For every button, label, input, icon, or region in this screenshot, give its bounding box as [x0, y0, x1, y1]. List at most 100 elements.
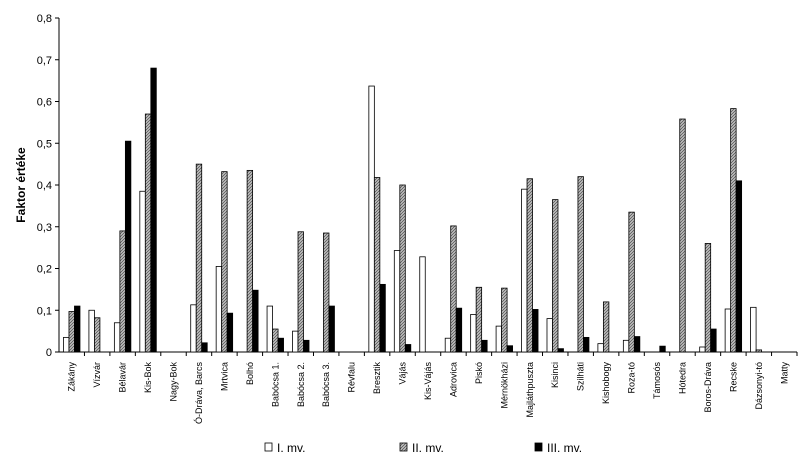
y-tick-label: 0,2 [37, 264, 52, 276]
x-tick-label: Hótedra [677, 362, 687, 394]
x-tick-label: Bresztik [372, 362, 382, 395]
bar-5-2 [201, 342, 208, 353]
bar-8-1 [272, 328, 279, 353]
x-tick-label: Adrovica [448, 362, 458, 397]
bar-1-1 [94, 317, 101, 353]
legend-swatch-1 [399, 442, 408, 452]
y-tick-label: 0 [46, 347, 52, 359]
legend-label-1: II. mv. [412, 441, 444, 455]
bar-8-2 [277, 337, 284, 353]
bar-5-0 [190, 304, 197, 353]
bar-0-2 [74, 305, 81, 353]
x-tick-label: Matty [779, 362, 789, 385]
x-tick-label: Kis-Vájás [423, 362, 433, 401]
x-tick-label: Majláthpuszta [525, 362, 535, 418]
bar-26-2 [735, 180, 743, 353]
bar-19-0 [546, 318, 553, 353]
bars [63, 67, 762, 353]
bar-9-0 [292, 330, 299, 353]
bar-0-0 [63, 336, 70, 353]
bar-18-0 [521, 188, 528, 353]
bar-17-2 [506, 345, 513, 353]
x-tick-label: Boros-Dráva [703, 362, 713, 413]
x-tick-label: Mérnökházi [499, 362, 509, 409]
x-tick-label: Támosós [652, 362, 662, 400]
bar-16-2 [481, 339, 488, 353]
bar-27-1 [755, 349, 762, 353]
bar-22-2 [633, 336, 641, 353]
bar-23-2 [659, 345, 666, 353]
bar-19-2 [557, 348, 564, 353]
bar-18-2 [532, 309, 539, 353]
bar-15-2 [455, 307, 463, 353]
bar-10-2 [328, 305, 335, 353]
bar-8-0 [266, 305, 273, 353]
x-tick-label: Dázsonyi-tó [754, 362, 764, 410]
legend-label-0: I. mv. [277, 441, 305, 455]
bar-26-0 [724, 308, 732, 353]
legend-swatch-0 [264, 442, 273, 452]
bar-7-1 [246, 169, 254, 353]
bar-22-0 [622, 339, 630, 353]
y-tick-label: 0,5 [37, 138, 52, 150]
bar-0-1 [68, 311, 75, 353]
x-tick-label: Babócsa 1. [270, 362, 280, 407]
y-tick-label: 0,8 [37, 13, 52, 25]
x-tick-label: Babócsa 2. [296, 362, 306, 407]
bar-21-1 [602, 301, 610, 353]
bar-13-0 [393, 250, 401, 353]
x-tick-label: Roza-tó [627, 362, 637, 394]
bar-25-1 [704, 243, 712, 353]
bar-2-0 [113, 322, 121, 353]
x-tick-label: Mrtvica [219, 362, 229, 391]
bar-15-0 [444, 337, 452, 353]
y-tick-label: 0,1 [37, 305, 52, 317]
bar-20-1 [577, 176, 584, 353]
x-tick-label: Ó-Dráva, Barcs [194, 362, 204, 425]
bar-16-0 [470, 314, 477, 353]
bar-16-1 [475, 286, 483, 353]
x-tick-label: Babócsa 3. [321, 362, 331, 407]
x-tick-label: Révfalu [347, 362, 357, 393]
bar-20-2 [583, 336, 590, 353]
y-axis-ticks: 0 0,1 0,2 0,3 0,4 0,5 0,6 0,7 0,8 [37, 13, 59, 359]
bar-24-1 [679, 118, 686, 353]
bar-12-0 [368, 85, 375, 353]
bar-10-1 [323, 232, 330, 353]
bar-3-0 [139, 190, 146, 353]
bar-7-2 [252, 289, 259, 353]
x-tick-label: Recske [728, 362, 738, 392]
x-tick-label: Kis-Bok [143, 362, 153, 394]
bar-1-0 [88, 309, 95, 353]
bar-15-1 [450, 225, 457, 353]
bar-18-1 [526, 178, 533, 353]
bar-14-0 [419, 256, 426, 353]
x-tick-label: Nagy-Bok [169, 362, 179, 402]
plot-area [58, 18, 797, 353]
bar-5-1 [195, 163, 203, 353]
x-axis-labels: Zákány Vízvár Bélavár Kis-Bok Nagy-Bok Ó-Dráv… [67, 352, 798, 425]
y-tick-label: 0,4 [37, 180, 52, 192]
bar-2-1 [119, 230, 126, 353]
bar-17-0 [495, 325, 502, 353]
y-tick-label: 0,7 [37, 55, 52, 67]
x-tick-label: Kishobogy [601, 362, 611, 405]
bar-25-0 [699, 346, 706, 353]
bar-3-1 [144, 113, 152, 353]
bar-2-2 [124, 140, 132, 353]
bar-22-1 [628, 211, 635, 353]
x-tick-label: Vízvár [92, 362, 102, 388]
x-tick-label: Bélavár [118, 362, 128, 393]
bar-6-2 [226, 312, 234, 353]
bar-12-2 [379, 283, 386, 353]
bar-25-2 [710, 328, 717, 353]
bar-13-2 [404, 344, 412, 353]
legend-label-2: III. mv. [547, 441, 582, 455]
bar-6-1 [221, 171, 228, 353]
bar-27-0 [750, 306, 757, 353]
y-axis-title: Faktor értéke [14, 147, 28, 223]
legend-swatch-2 [534, 442, 543, 452]
bar-12-1 [373, 177, 381, 353]
x-tick-label: Szilháti [576, 362, 586, 391]
